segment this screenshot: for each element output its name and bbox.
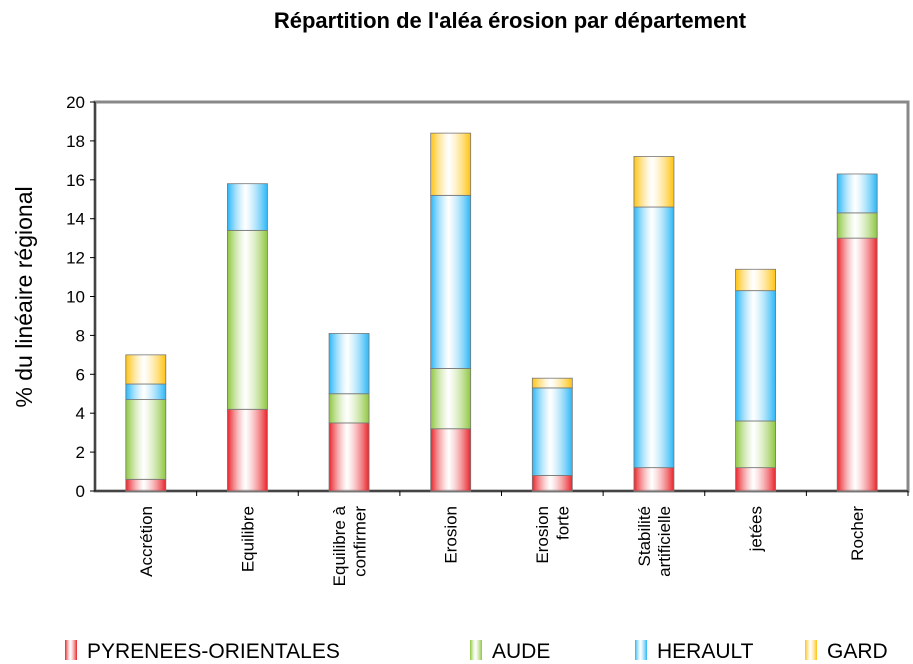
y-axis-label: % du linéaire régional — [11, 186, 37, 407]
bar-segment — [328, 422, 370, 492]
bar-segment — [328, 393, 370, 424]
bar-segment — [125, 354, 167, 385]
bar-segment — [227, 229, 268, 410]
legend-swatch — [65, 640, 77, 660]
y-tick-label: 16 — [66, 171, 85, 190]
x-tick-label: jetées — [747, 506, 766, 552]
bar-segment — [836, 173, 878, 214]
bar-segment — [227, 183, 268, 231]
legend-label: HERAULT — [657, 640, 754, 663]
bar-segment — [531, 377, 573, 389]
legend-swatch — [635, 640, 647, 660]
y-tick-label: 10 — [66, 288, 85, 307]
bar-segment — [531, 387, 573, 476]
y-tick-label: 18 — [66, 132, 85, 151]
y-tick-label: 0 — [76, 482, 85, 501]
bar-segment — [430, 368, 472, 430]
bar-segment — [430, 428, 472, 492]
bar-segment — [125, 478, 167, 492]
y-tick-label: 14 — [66, 210, 85, 229]
legend-label: AUDE — [492, 640, 550, 663]
bar-segment — [227, 408, 268, 492]
plot-area — [93, 100, 910, 493]
legend-label: GARD — [827, 640, 888, 663]
bar-segment — [633, 156, 675, 208]
bar-segment — [836, 237, 878, 492]
y-tick-label: 20 — [66, 93, 85, 112]
y-tick-label: 12 — [66, 249, 85, 268]
bar-segment — [328, 333, 370, 395]
x-tick-label: Equilibre àconfirmer — [330, 505, 369, 586]
y-tick-label: 4 — [76, 404, 85, 423]
bar-segment — [735, 268, 776, 292]
legend-label: PYRENEES-ORIENTALES — [87, 640, 340, 663]
x-tick-label: Stabilitéartificielle — [635, 506, 674, 577]
bar-segment — [430, 194, 472, 369]
bar-segment — [430, 132, 472, 196]
x-tick-label: Erosion — [442, 506, 461, 564]
x-tick-label: Rocher — [848, 506, 867, 561]
bar-segment — [836, 212, 878, 239]
bar-segment — [125, 383, 167, 400]
x-tick-label: Accrétion — [137, 506, 156, 577]
bar-segment — [531, 475, 573, 492]
bar-segment — [125, 399, 167, 480]
bar-segment — [735, 290, 776, 422]
chart-title: Répartition de l'aléa érosion par départ… — [274, 8, 747, 33]
x-tick-label: Erosionforte — [533, 506, 572, 564]
bar-segment — [633, 467, 675, 492]
y-tick-label: 8 — [76, 326, 85, 345]
legend-swatch — [470, 640, 482, 660]
y-tick-label: 2 — [76, 443, 85, 462]
bar-segment — [735, 420, 776, 469]
bar-segment — [735, 467, 776, 492]
legend-swatch — [805, 640, 817, 660]
x-tick-label: Equilibre — [238, 506, 257, 572]
y-tick-label: 6 — [76, 365, 85, 384]
bar-segment — [633, 206, 675, 469]
